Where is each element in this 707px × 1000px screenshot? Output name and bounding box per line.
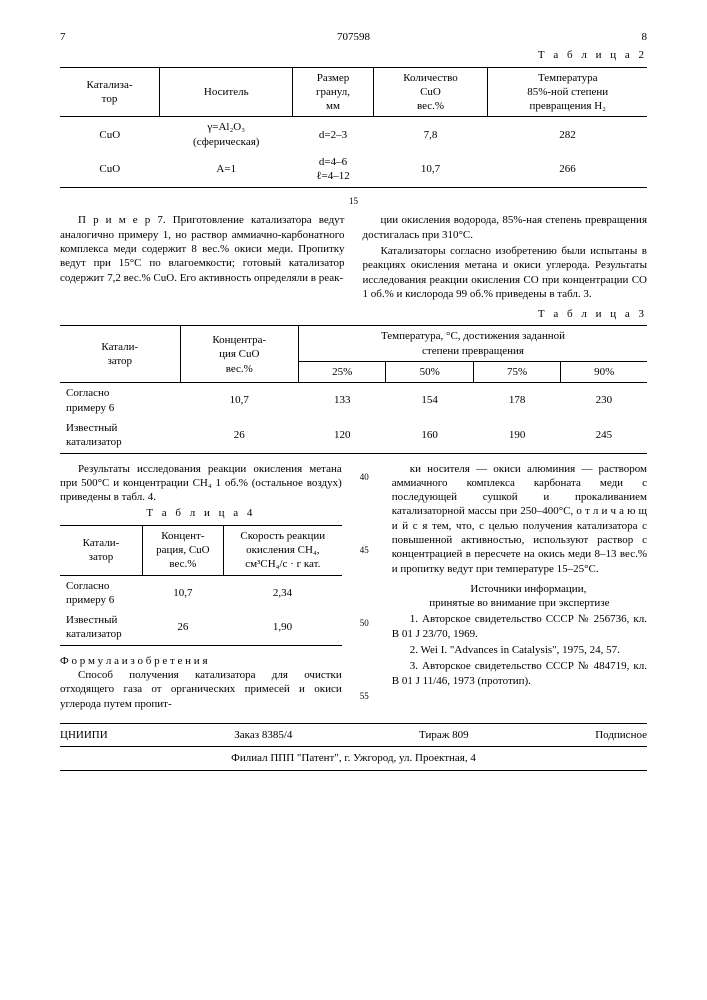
p2: ции окисления водорода, 85%-ная степень … (363, 213, 648, 242)
t3-s2: 75% (473, 362, 560, 383)
pr1: Источники информации, принятые во вниман… (392, 582, 647, 611)
t4-r1c0: Известный катализатор (60, 610, 142, 645)
f-sub: Подписное (595, 728, 647, 742)
t3-h2: Температура, °С, достижения заданной сте… (299, 326, 648, 362)
t2-r0c4: 282 (488, 117, 647, 152)
table3: Катали- затор Концентра- ция CuO вес.% Т… (60, 325, 647, 453)
m55: 55 (360, 691, 374, 703)
t4-c2: Скорость реакции окисления CH₄, см³CH₄/с… (223, 525, 341, 575)
t4-r1c2: 1,90 (223, 610, 341, 645)
t3-r1c2: 120 (299, 418, 386, 453)
t3-r0c4: 178 (473, 383, 560, 418)
t4-r0c1: 10,7 (142, 575, 223, 610)
t3-r1c4: 190 (473, 418, 560, 453)
t4-r1c1: 26 (142, 610, 223, 645)
formula-title: Ф о р м у л а и з о б р е т е н и я (60, 654, 342, 668)
pr3: 2. Wei I. "Advances in Catalysis", 1975,… (392, 643, 647, 657)
table2: Катализа- тор Носитель Размер гранул, мм… (60, 67, 647, 188)
table4-caption: Т а б л и ц а 4 (60, 506, 342, 520)
m40: 40 (360, 472, 374, 484)
t3-r1c3: 160 (386, 418, 473, 453)
t2-r1c3: 10,7 (373, 152, 488, 187)
t2-r1c2: d=4–6 ℓ=4–12 (293, 152, 373, 187)
footer-addr: Филиал ППП "Патент", г. Ужгород, ул. Про… (60, 747, 647, 770)
t3-s0: 25% (299, 362, 386, 383)
p-left: Результаты исследования реакции окислени… (60, 462, 342, 505)
page-left: 7 (60, 30, 66, 44)
t2-r0c3: 7,8 (373, 117, 488, 152)
t3-r1c1: 26 (180, 418, 298, 453)
t3-s1: 50% (386, 362, 473, 383)
page-right: 8 (642, 30, 648, 44)
t2-r1c0: CuO (60, 152, 160, 187)
text-block-1: П р и м е р 7. Приготовление катализатор… (60, 213, 647, 301)
t3-r0c2: 133 (299, 383, 386, 418)
pr4: 3. Авторское свидетельство СССР № 484719… (392, 659, 647, 688)
t3-r1c0: Известный катализатор (60, 418, 180, 453)
p3: Катализаторы согласно изобретению были и… (363, 244, 648, 301)
t3-h1: Концентра- ция CuO вес.% (180, 326, 298, 383)
t3-r0c5: 230 (561, 383, 647, 418)
pr2: 1. Авторское свидетельство СССР № 256736… (392, 612, 647, 641)
t3-r0c3: 154 (386, 383, 473, 418)
t2-c1: Носитель (160, 67, 293, 117)
m50: 50 (360, 618, 374, 630)
pr0: ки носителя — окиси алюминия — раствором… (392, 462, 647, 576)
t2-r0c0: CuO (60, 117, 160, 152)
t2-r1c1: A=1 (160, 152, 293, 187)
t3-r0c0: Согласно примеру 6 (60, 383, 180, 418)
left-col: Результаты исследования реакции окислени… (60, 462, 342, 713)
t3-s3: 90% (561, 362, 647, 383)
table3-caption: Т а б л и ц а 3 (60, 307, 647, 321)
right-col: ки носителя — окиси алюминия — раствором… (392, 462, 647, 713)
t2-c4: Температура 85%-ной степени превращения … (488, 67, 647, 117)
lower-columns: Результаты исследования реакции окислени… (60, 462, 647, 713)
f-tir: Тираж 809 (419, 728, 469, 742)
line-markers: 40 45 50 55 (360, 462, 374, 713)
table4: Катали- затор Концент- рация, CuO вес.% … (60, 525, 342, 646)
t2-c2: Размер гранул, мм (293, 67, 373, 117)
footer-row: ЦНИИПИ Заказ 8385/4 Тираж 809 Подписное (60, 723, 647, 747)
t2-r0c1: γ=Al₂O₃ (сферическая) (160, 117, 293, 152)
t2-r0c2: d=2–3 (293, 117, 373, 152)
p1: П р и м е р 7. Приготовление катализатор… (60, 213, 345, 284)
f-org: ЦНИИПИ (60, 728, 108, 742)
t2-r1c4: 266 (488, 152, 647, 187)
t2-c3: Количество CuO вес.% (373, 67, 488, 117)
line-15: 15 (60, 196, 647, 208)
t4-c1: Концент- рация, CuO вес.% (142, 525, 223, 575)
m45: 45 (360, 545, 374, 557)
t3-r1c5: 245 (561, 418, 647, 453)
t4-r0c2: 2,34 (223, 575, 341, 610)
p-left2: Способ получения катализатора для очистк… (60, 668, 342, 711)
t3-h0: Катали- затор (60, 326, 180, 383)
t4-c0: Катали- затор (60, 525, 142, 575)
table2-caption: Т а б л и ц а 2 (60, 48, 647, 62)
t3-r0c1: 10,7 (180, 383, 298, 418)
page-center: 707598 (337, 30, 370, 44)
page-header: 7 707598 8 (60, 30, 647, 44)
t2-c0: Катализа- тор (60, 67, 160, 117)
t4-r0c0: Согласно примеру 6 (60, 575, 142, 610)
f-order: Заказ 8385/4 (234, 728, 292, 742)
